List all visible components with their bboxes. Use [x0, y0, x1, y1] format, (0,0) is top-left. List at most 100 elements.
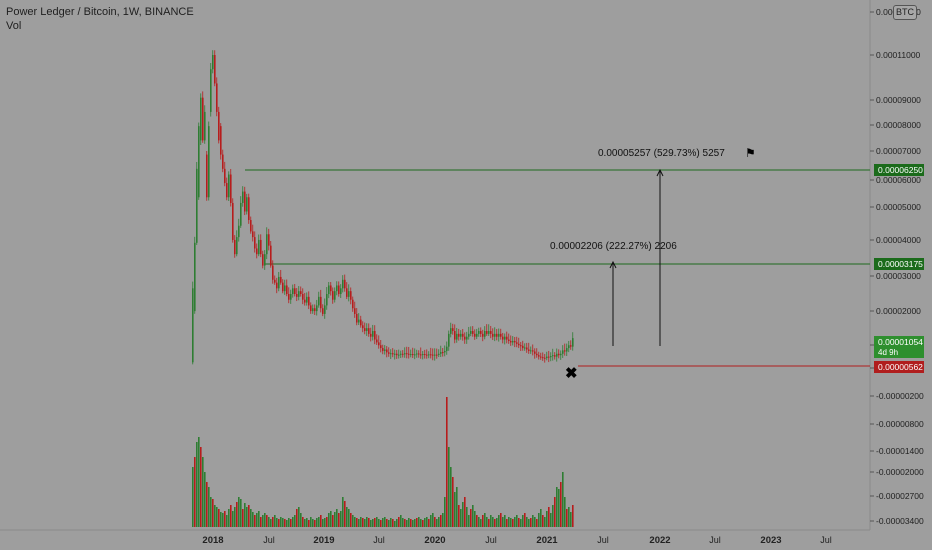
currency-button[interactable]: BTC — [893, 5, 917, 20]
candle-up — [326, 287, 328, 310]
candle-body — [294, 288, 296, 294]
candle-down — [222, 150, 224, 173]
candle-down — [330, 282, 332, 296]
volume-bar — [564, 497, 566, 527]
candle-body — [526, 348, 528, 350]
volume-bar — [342, 497, 344, 527]
candle-down — [388, 347, 390, 357]
candle-body — [316, 305, 318, 311]
volume-bar — [522, 515, 524, 527]
volume-bar — [344, 501, 346, 527]
candle-up — [416, 350, 418, 358]
y-tick-label: 0.00008000 — [876, 120, 921, 130]
candle-up — [210, 63, 212, 117]
candle-body — [216, 83, 218, 111]
volume-bar — [330, 511, 332, 527]
candle-body — [346, 288, 348, 297]
candle-down — [420, 347, 422, 358]
volume-bar — [524, 513, 526, 527]
volume-bar — [234, 507, 236, 527]
candle-down — [260, 234, 262, 257]
volume-bar — [240, 499, 242, 527]
candle-down — [374, 325, 376, 344]
candle-body — [336, 285, 338, 291]
candle-up — [410, 350, 412, 358]
candle-body — [270, 246, 272, 266]
candle-body — [254, 237, 256, 248]
volume-bar — [224, 511, 226, 527]
candle-up — [264, 250, 266, 270]
candle-body — [362, 325, 364, 328]
candle-body — [376, 340, 378, 343]
candle-down — [352, 297, 354, 312]
candle-body — [416, 353, 418, 354]
candle-down — [406, 347, 408, 359]
volume-bar — [364, 519, 366, 527]
x-tick-label: 2023 — [760, 535, 781, 546]
candle-body — [284, 285, 286, 291]
candle-body — [426, 355, 428, 356]
candle-body — [520, 345, 522, 346]
candle-up — [278, 272, 280, 291]
volume-bar — [374, 518, 376, 527]
candle-up — [398, 350, 400, 359]
candle-up — [440, 346, 442, 357]
volume-bar — [386, 519, 388, 527]
candle-body — [370, 334, 372, 337]
candle-body — [250, 220, 252, 231]
candle-body — [402, 354, 404, 355]
candle-down — [492, 328, 494, 340]
volume-bar — [282, 518, 284, 527]
candle-down — [436, 349, 438, 359]
candle-body — [354, 308, 356, 314]
volume-bar — [288, 518, 290, 527]
candle-body — [338, 285, 340, 294]
candle-up — [456, 328, 458, 343]
volume-bar — [220, 512, 222, 527]
candle-down — [254, 231, 256, 252]
volume-bar — [456, 487, 458, 527]
volume-bar — [492, 517, 494, 527]
volume-bar — [262, 515, 264, 527]
volume-bar — [540, 509, 542, 527]
candle-down — [206, 151, 208, 201]
candle-body — [464, 337, 466, 340]
candle-body — [452, 328, 454, 331]
candle-body — [524, 348, 526, 349]
candle-body — [308, 297, 310, 306]
candle-body — [558, 354, 560, 355]
volume-bar — [218, 509, 220, 527]
candle-down — [452, 324, 454, 335]
volume-bar — [362, 518, 364, 527]
candle-down — [302, 288, 304, 304]
volume-bar — [410, 519, 412, 527]
candle-body — [458, 334, 460, 337]
candle-down — [350, 287, 352, 304]
candle-body — [330, 285, 332, 291]
volume-bar — [326, 517, 328, 527]
candle-down — [500, 329, 502, 340]
volume-bar — [450, 467, 452, 527]
volume-bar — [508, 517, 510, 527]
volume-bar — [394, 521, 396, 527]
y-tick-label: 0.00006000 — [876, 175, 921, 185]
candle-body — [234, 240, 236, 254]
candle-up — [448, 331, 450, 351]
candle-down — [314, 304, 316, 315]
volume-bar — [390, 518, 392, 527]
volume-bar — [468, 515, 470, 527]
candle-body — [406, 353, 408, 354]
candle-body — [404, 353, 406, 354]
x-tick-label: 2021 — [536, 535, 558, 546]
candle-body — [324, 305, 326, 314]
candle-down — [482, 330, 484, 341]
candle-body — [306, 297, 308, 303]
candle-down — [418, 350, 420, 357]
volume-bar — [500, 513, 502, 527]
candle-down — [432, 348, 434, 360]
candle-body — [350, 291, 352, 300]
candle-down — [288, 287, 290, 303]
candle-down — [286, 280, 288, 297]
volume-bar — [270, 519, 272, 527]
